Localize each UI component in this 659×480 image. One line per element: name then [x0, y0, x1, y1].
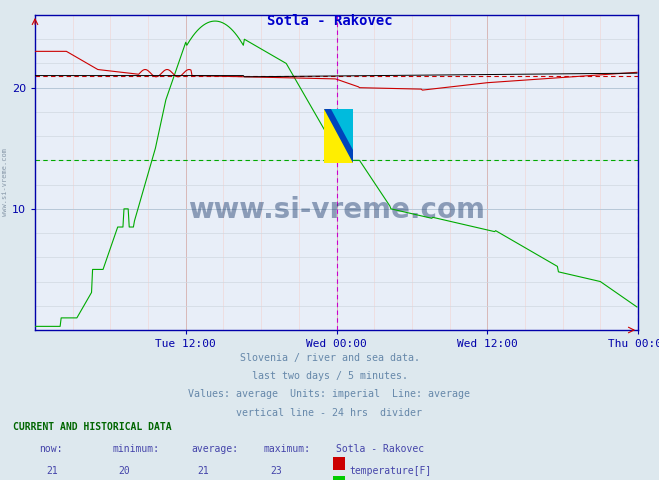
Text: 20: 20: [119, 466, 130, 476]
Text: maximum:: maximum:: [264, 444, 310, 454]
Text: 23: 23: [270, 466, 282, 476]
Text: last two days / 5 minutes.: last two days / 5 minutes.: [252, 371, 407, 381]
Text: minimum:: minimum:: [112, 444, 159, 454]
Text: Sotla - Rakovec: Sotla - Rakovec: [336, 444, 424, 454]
Text: www.si-vreme.com: www.si-vreme.com: [188, 196, 485, 224]
Text: Sotla - Rakovec: Sotla - Rakovec: [267, 14, 392, 28]
Text: average:: average:: [191, 444, 238, 454]
Text: temperature[F]: temperature[F]: [349, 466, 432, 476]
Text: CURRENT AND HISTORICAL DATA: CURRENT AND HISTORICAL DATA: [13, 422, 172, 432]
Text: Slovenia / river and sea data.: Slovenia / river and sea data.: [239, 353, 420, 363]
Text: 21: 21: [198, 466, 210, 476]
Text: now:: now:: [40, 444, 63, 454]
Text: 21: 21: [46, 466, 58, 476]
Text: www.si-vreme.com: www.si-vreme.com: [2, 148, 9, 216]
Text: vertical line - 24 hrs  divider: vertical line - 24 hrs divider: [237, 408, 422, 418]
Text: Values: average  Units: imperial  Line: average: Values: average Units: imperial Line: av…: [188, 389, 471, 399]
